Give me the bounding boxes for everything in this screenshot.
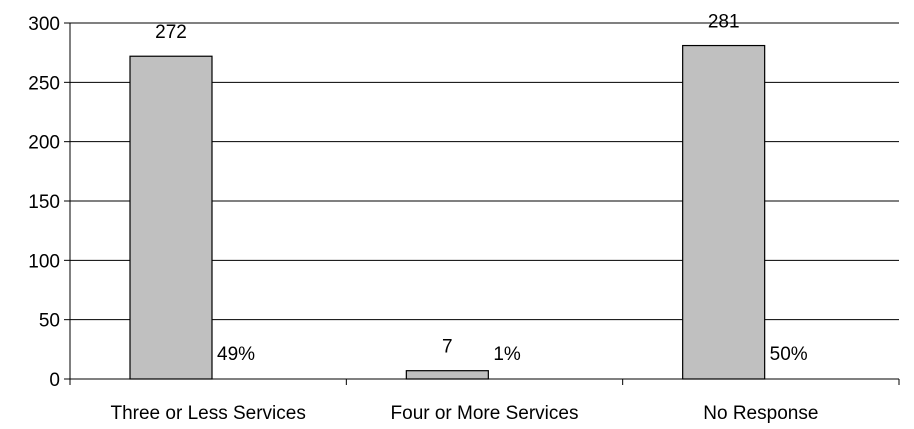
percent-label-1: 1% — [493, 344, 521, 365]
y-tick-label-200: 200 — [28, 133, 60, 154]
axes — [64, 22, 900, 385]
y-tick-label-50: 50 — [39, 311, 60, 332]
bar-1 — [405, 370, 489, 380]
data-labels: 272 49% 7 1% 281 50% — [155, 12, 808, 365]
value-label-0: 272 — [155, 22, 187, 43]
y-tick-label-250: 250 — [28, 73, 60, 94]
value-label-2: 281 — [708, 12, 740, 33]
category-label-2: No Response — [703, 403, 818, 424]
value-label-1: 7 — [442, 337, 453, 358]
percent-label-0: 49% — [217, 344, 255, 365]
category-labels: Three or Less Services Four or More Servi… — [110, 403, 818, 424]
category-label-0: Three or Less Services — [110, 403, 305, 424]
y-tick-label-0: 0 — [49, 370, 60, 391]
category-label-1: Four or More Services — [391, 403, 579, 424]
y-tick-labels: 0 50 100 150 200 250 300 — [28, 14, 60, 391]
bars — [129, 44, 766, 380]
bar-2 — [682, 44, 766, 380]
y-tick-label-150: 150 — [28, 192, 60, 213]
y-tick-label-300: 300 — [28, 14, 60, 35]
bar-0 — [129, 55, 213, 380]
y-tick-label-100: 100 — [28, 251, 60, 272]
percent-label-2: 50% — [770, 344, 808, 365]
